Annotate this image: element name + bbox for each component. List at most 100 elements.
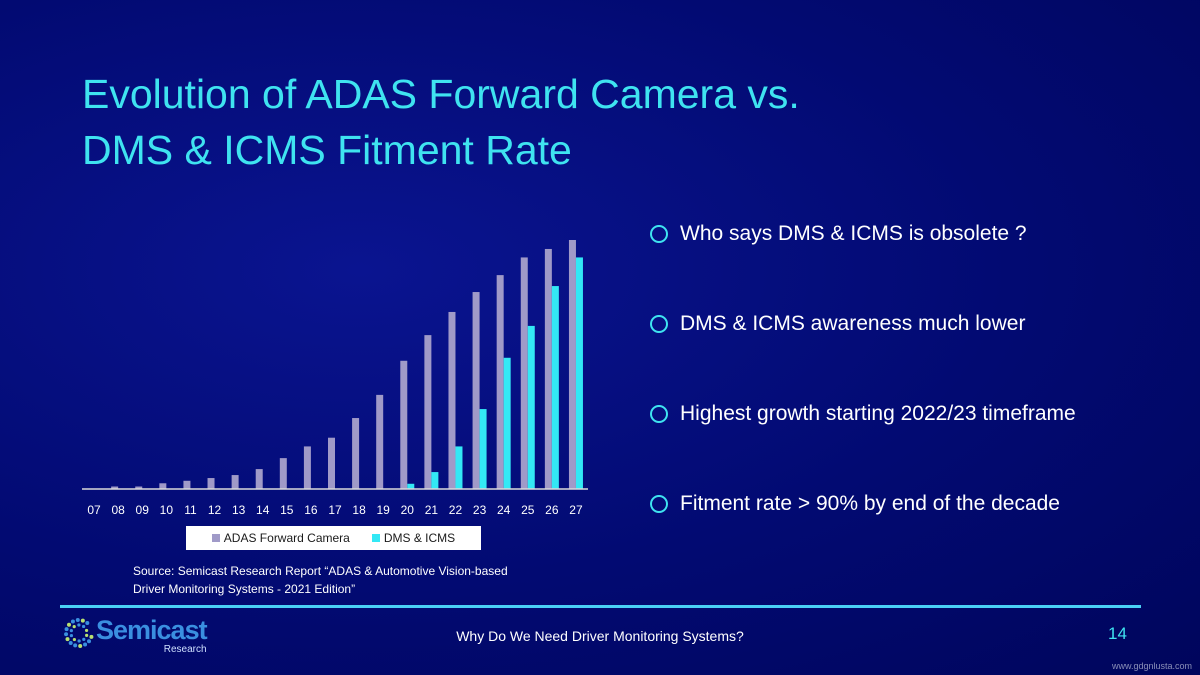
bar-adas-26 <box>544 248 552 489</box>
bar-adas-25 <box>520 257 528 489</box>
circle-bullet-icon <box>650 495 668 513</box>
bar-dms-22 <box>455 446 463 489</box>
circle-bullet-icon <box>650 225 668 243</box>
bar-adas-15 <box>279 458 287 489</box>
bar-adas-12 <box>207 478 215 489</box>
source-line-1: Source: Semicast Research Report “ADAS &… <box>133 564 508 578</box>
x-tick-label: 07 <box>87 503 101 517</box>
logo-dot <box>77 623 81 627</box>
x-tick-label: 14 <box>256 503 270 517</box>
x-tick-label: 09 <box>136 503 150 517</box>
logo-dot <box>75 618 80 623</box>
slide-title: Evolution of ADAS Forward Camera vs. DMS… <box>82 66 800 178</box>
legend-label-adas: ADAS Forward Camera <box>223 531 350 545</box>
footer-divider <box>60 605 1141 608</box>
logo-dot <box>64 627 69 632</box>
bar-adas-23 <box>472 292 480 489</box>
logo-dot <box>70 619 75 624</box>
x-tick-label: 10 <box>160 503 174 517</box>
x-tick-label: 11 <box>184 503 197 517</box>
bar-adas-24 <box>496 275 504 489</box>
bar-adas-27 <box>568 240 576 489</box>
logo-dot <box>84 628 89 633</box>
bar-adas-08 <box>111 486 119 489</box>
legend-swatch-adas <box>211 534 220 542</box>
bullet-text: DMS & ICMS awareness much lower <box>680 312 1026 335</box>
logo-dot <box>69 629 73 633</box>
circle-bullet-icon <box>650 315 668 333</box>
logo-dot <box>72 624 76 629</box>
bar-adas-21 <box>424 335 432 489</box>
x-tick-label: 23 <box>473 503 487 517</box>
circle-bullet-icon <box>650 405 668 423</box>
footer-title: Why Do We Need Driver Monitoring Systems… <box>456 628 744 644</box>
logo-dot <box>66 622 71 627</box>
bar-dms-21 <box>431 472 439 489</box>
logo-dot <box>64 632 69 637</box>
title-line-2: DMS & ICMS Fitment Rate <box>82 127 572 173</box>
x-tick-label: 21 <box>425 503 439 517</box>
legend-item-dms: DMS & ICMS <box>371 531 456 545</box>
bar-adas-17 <box>328 437 335 489</box>
bullet-text: Highest growth starting 2022/23 timefram… <box>680 402 1076 425</box>
logo-dot <box>89 634 94 639</box>
logo-dot <box>87 639 92 644</box>
bar-dms-26 <box>551 286 559 489</box>
chart-legend: ADAS Forward Camera DMS & ICMS <box>186 526 481 550</box>
logo-dot <box>78 643 83 648</box>
source-line-2: Driver Monitoring Systems - 2021 Edition… <box>133 582 356 596</box>
bar-adas-20 <box>400 360 408 489</box>
bar-adas-16 <box>303 446 311 489</box>
page-number: 14 <box>1108 624 1127 643</box>
logo-dots-icon <box>64 618 94 648</box>
logo-subtitle: Research <box>163 644 207 655</box>
logo-dot <box>80 618 85 623</box>
bullet-item: Fitment rate > 90% by end of the decade <box>650 492 1060 516</box>
x-tick-label: 17 <box>328 503 342 517</box>
x-tick-label: 16 <box>304 503 318 517</box>
x-tick-label: 22 <box>449 503 463 517</box>
legend-swatch-dms <box>371 534 380 542</box>
logo-dot <box>68 641 73 646</box>
bar-dms-24 <box>503 357 511 489</box>
logo-wordmark: Semicast <box>96 615 208 645</box>
logo-dot <box>73 643 78 648</box>
title-line-1: Evolution of ADAS Forward Camera vs. <box>82 71 800 117</box>
logo-dot <box>69 633 74 638</box>
bar-adas-18 <box>352 418 360 489</box>
bar-dms-27 <box>575 257 583 489</box>
bar-adas-22 <box>448 311 456 489</box>
logo-dot <box>65 637 70 642</box>
logo-dot <box>83 642 88 647</box>
bar-adas-13 <box>231 475 239 489</box>
bar-adas-10 <box>159 483 167 489</box>
logo-dot <box>85 620 90 625</box>
bullet-item: Who says DMS & ICMS is obsolete ? <box>650 222 1027 246</box>
x-tick-label: 27 <box>569 503 583 517</box>
bullet-text: Fitment rate > 90% by end of the decade <box>680 492 1060 515</box>
bullet-item: Highest growth starting 2022/23 timefram… <box>650 402 1076 426</box>
bar-adas-14 <box>255 469 263 489</box>
x-tick-label: 19 <box>377 503 391 517</box>
source-note: Source: Semicast Research Report “ADAS &… <box>133 562 508 598</box>
bar-dms-20 <box>407 483 415 489</box>
bar-adas-11 <box>183 480 191 489</box>
bar-dms-23 <box>479 409 487 489</box>
x-tick-label: 24 <box>497 503 511 517</box>
bullet-item: DMS & ICMS awareness much lower <box>650 312 1025 336</box>
logo-dot <box>77 639 81 643</box>
x-tick-label: 20 <box>401 503 415 517</box>
bar-adas-09 <box>135 486 143 489</box>
x-tick-label: 26 <box>545 503 559 517</box>
logo-dot <box>82 624 86 629</box>
watermark: www.gdgnlusta.com <box>1111 661 1192 671</box>
logo-dot <box>85 633 89 637</box>
bar-dms-25 <box>527 325 535 489</box>
x-tick-label: 25 <box>521 503 535 517</box>
x-tick-label: 18 <box>352 503 366 517</box>
bullet-text: Who says DMS & ICMS is obsolete ? <box>680 222 1027 245</box>
legend-label-dms: DMS & ICMS <box>383 531 456 545</box>
legend-item-adas: ADAS Forward Camera <box>211 531 350 545</box>
logo-dot <box>72 637 76 642</box>
